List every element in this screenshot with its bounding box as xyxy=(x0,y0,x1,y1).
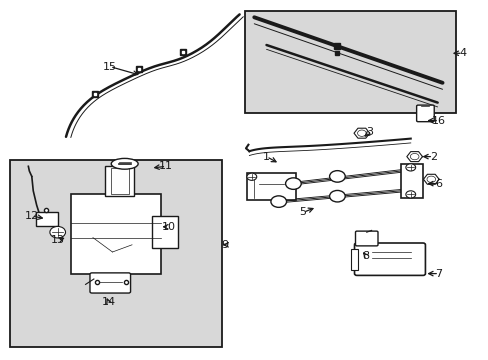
FancyBboxPatch shape xyxy=(354,243,425,275)
FancyBboxPatch shape xyxy=(105,166,134,196)
FancyBboxPatch shape xyxy=(350,249,358,270)
Circle shape xyxy=(329,190,345,202)
Text: 1: 1 xyxy=(263,152,269,162)
Text: 15: 15 xyxy=(103,62,117,72)
Text: 2: 2 xyxy=(429,152,436,162)
Text: 4: 4 xyxy=(458,48,465,58)
FancyBboxPatch shape xyxy=(416,105,433,122)
Text: 14: 14 xyxy=(102,297,115,307)
Circle shape xyxy=(409,153,418,160)
Text: 9: 9 xyxy=(221,240,228,250)
Text: 3: 3 xyxy=(366,127,372,138)
Circle shape xyxy=(405,191,415,198)
Text: 12: 12 xyxy=(25,211,39,221)
Text: 10: 10 xyxy=(162,222,176,232)
Circle shape xyxy=(50,226,65,238)
Text: 8: 8 xyxy=(362,251,368,261)
FancyBboxPatch shape xyxy=(355,231,377,246)
Circle shape xyxy=(426,176,435,183)
FancyBboxPatch shape xyxy=(36,212,58,226)
Bar xyxy=(245,11,455,113)
Circle shape xyxy=(246,173,256,180)
FancyBboxPatch shape xyxy=(151,216,178,248)
Text: 6: 6 xyxy=(435,179,442,189)
FancyBboxPatch shape xyxy=(90,273,130,293)
Circle shape xyxy=(357,130,366,136)
FancyBboxPatch shape xyxy=(246,173,295,200)
FancyBboxPatch shape xyxy=(400,164,422,198)
Circle shape xyxy=(285,178,301,189)
Circle shape xyxy=(270,196,286,207)
Circle shape xyxy=(329,171,345,182)
FancyBboxPatch shape xyxy=(110,168,129,194)
Text: 7: 7 xyxy=(435,269,442,279)
Text: 5: 5 xyxy=(299,207,306,217)
Circle shape xyxy=(405,164,415,171)
Bar xyxy=(10,160,222,347)
Text: 11: 11 xyxy=(159,161,173,171)
Text: 13: 13 xyxy=(51,235,64,246)
Text: 16: 16 xyxy=(431,116,445,126)
FancyBboxPatch shape xyxy=(71,194,161,274)
Ellipse shape xyxy=(111,158,138,169)
